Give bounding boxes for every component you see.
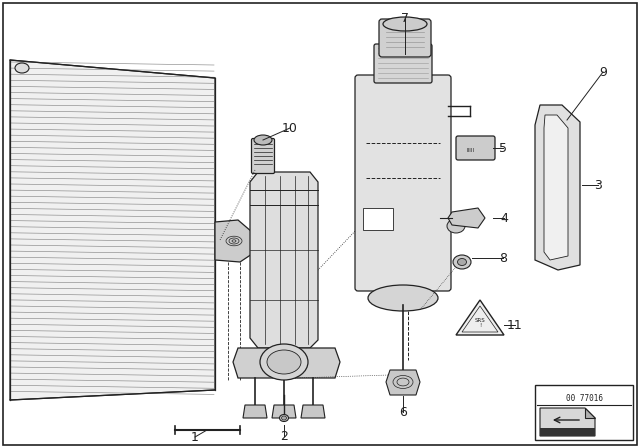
Ellipse shape [368,285,438,311]
Polygon shape [585,408,595,418]
Ellipse shape [282,416,287,420]
Ellipse shape [280,414,289,422]
Text: 9: 9 [599,65,607,78]
Ellipse shape [383,17,427,31]
Polygon shape [386,370,420,395]
Polygon shape [233,348,340,378]
Polygon shape [448,208,485,228]
Ellipse shape [458,258,467,266]
Polygon shape [301,405,325,418]
Text: 6: 6 [399,405,407,418]
Polygon shape [544,115,568,260]
Text: 11: 11 [507,319,523,332]
Bar [363,208,393,230]
FancyBboxPatch shape [374,44,432,83]
Bar [535,385,633,440]
Text: 00 77016: 00 77016 [566,393,602,402]
Ellipse shape [267,350,301,374]
Text: 1: 1 [191,431,199,444]
Ellipse shape [254,135,272,145]
Polygon shape [250,172,318,348]
Text: 2: 2 [280,430,288,443]
Ellipse shape [447,219,465,233]
Text: SRS
!: SRS ! [475,318,485,328]
Polygon shape [540,408,595,436]
Ellipse shape [453,255,471,269]
Polygon shape [535,105,580,270]
Text: 4: 4 [500,211,508,224]
Text: IIIII: IIIII [467,147,475,152]
FancyBboxPatch shape [456,136,495,160]
Polygon shape [215,220,255,262]
FancyBboxPatch shape [355,75,451,291]
Text: 10: 10 [282,121,298,134]
Ellipse shape [260,344,308,380]
Polygon shape [243,405,267,418]
Ellipse shape [15,63,29,73]
Text: 3: 3 [594,178,602,191]
Polygon shape [272,405,296,418]
Text: 8: 8 [499,251,507,264]
Bar [540,428,595,436]
Text: 7: 7 [401,12,409,25]
FancyBboxPatch shape [252,138,275,173]
FancyBboxPatch shape [379,19,431,57]
Text: 5: 5 [499,142,507,155]
Polygon shape [456,300,504,335]
Polygon shape [10,60,215,400]
